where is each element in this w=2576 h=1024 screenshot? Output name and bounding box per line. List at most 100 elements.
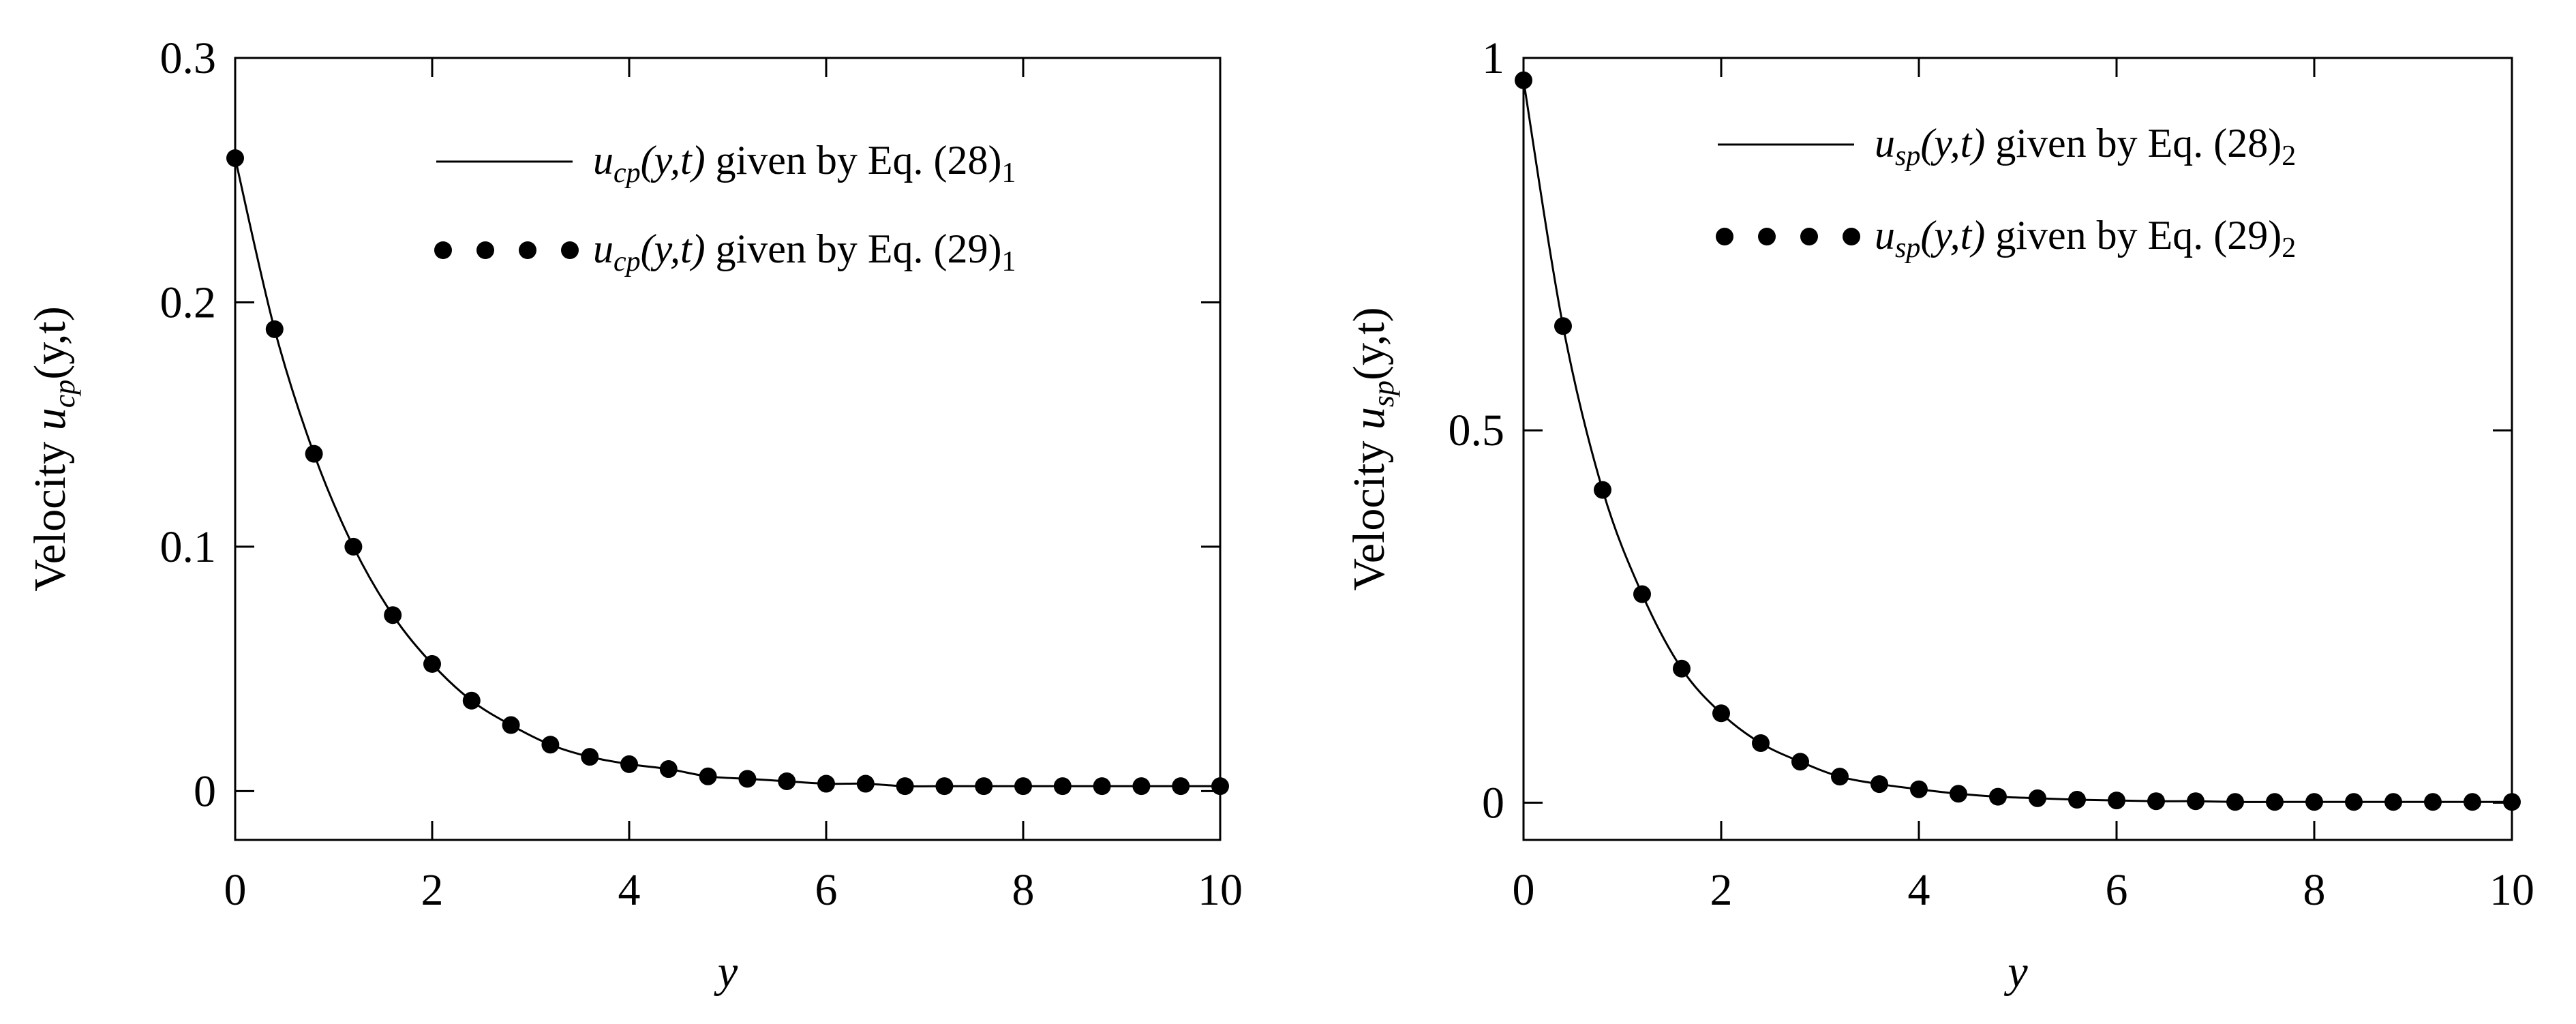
legend-sub: cp: [613, 157, 641, 189]
data-point: [226, 149, 244, 167]
y-axis-label-prefix: Velocity: [1344, 430, 1394, 590]
data-point: [1712, 704, 1730, 723]
legend-dot-marker: [561, 241, 579, 259]
x-tick-label: 2: [1710, 865, 1733, 915]
y-axis-label-args: (y,t): [25, 306, 75, 380]
data-point: [2424, 793, 2442, 811]
legend-text: given by Eq. (29): [1985, 213, 2282, 258]
legend-subnum: 2: [2282, 140, 2296, 172]
legend-subnum: 1: [1002, 246, 1016, 277]
data-point: [738, 770, 757, 788]
data-point: [2068, 791, 2086, 809]
x-tick-label: 8: [2303, 865, 2326, 915]
legend-var: u: [593, 226, 613, 271]
x-tick-label: 10: [2489, 865, 2534, 915]
x-tick-label: 0: [224, 865, 247, 915]
legend-args: (y,t): [641, 138, 706, 183]
legend-label: ucp(y,t) given by Eq. (28)1: [593, 138, 1016, 189]
x-tick-label: 4: [618, 865, 641, 915]
data-point: [2384, 793, 2402, 811]
data-point: [896, 777, 914, 796]
data-point: [1211, 777, 1229, 796]
data-point: [856, 774, 875, 793]
data-point: [2464, 793, 2481, 811]
y-tick-label: 0.5: [1449, 406, 1505, 455]
legend-dot-marker: [434, 241, 452, 259]
y-tick-label: 1: [1482, 33, 1504, 83]
legend-args: (y,t): [641, 226, 706, 271]
data-point: [423, 654, 441, 673]
legend-dot-marker: [1800, 228, 1818, 245]
data-point: [2503, 793, 2521, 811]
data-point: [2266, 793, 2284, 811]
data-point: [1989, 787, 2007, 806]
data-point: [699, 767, 717, 785]
legend-var: u: [1875, 121, 1895, 166]
y-axis-label-sub: sp: [1367, 380, 1400, 407]
y-axis-label-var: u: [25, 408, 75, 430]
data-point: [1752, 734, 1770, 752]
legend-sub: sp: [1895, 232, 1920, 264]
data-point: [541, 736, 560, 754]
legend-dot-marker: [1716, 228, 1733, 245]
data-point: [265, 320, 284, 338]
data-point: [1515, 71, 1532, 89]
data-point: [1014, 777, 1032, 796]
data-point: [2226, 793, 2244, 811]
data-point: [2305, 793, 2323, 811]
data-point: [659, 760, 678, 779]
legend-text: given by Eq. (28): [1985, 121, 2282, 166]
x-axis-label: y: [714, 947, 738, 997]
y-tick-label: 0: [194, 766, 216, 816]
data-point: [2108, 792, 2125, 810]
data-point: [1132, 777, 1151, 796]
legend-var: u: [593, 138, 613, 183]
x-axis-label: y: [2003, 947, 2028, 997]
plot-frame: [1522, 57, 2513, 841]
legend-sub: sp: [1895, 140, 1920, 172]
data-point: [2345, 793, 2363, 811]
legend-args: (y,t): [1920, 213, 1985, 258]
data-point: [384, 606, 402, 624]
legend-dot-marker: [476, 241, 494, 259]
legend-label: usp(y,t) given by Eq. (28)2: [1875, 121, 2296, 172]
legend-label: ucp(y,t) given by Eq. (29)1: [593, 226, 1016, 277]
legend-args: (y,t): [1920, 121, 1985, 166]
legend-subnum: 1: [1002, 157, 1016, 189]
x-tick-label: 6: [2106, 865, 2128, 915]
data-point: [1831, 768, 1849, 786]
x-tick-label: 0: [1513, 865, 1535, 915]
x-tick-label: 4: [1908, 865, 1930, 915]
data-point: [1673, 659, 1691, 678]
data-point: [1172, 777, 1190, 796]
data-point: [935, 777, 954, 796]
y-axis-label-var: u: [1344, 407, 1394, 430]
legend-dot-marker: [519, 241, 536, 259]
y-axis-label-args: (y,t): [1344, 307, 1394, 380]
data-point: [581, 748, 599, 766]
data-point: [1053, 777, 1072, 796]
x-tick-label: 10: [1198, 865, 1243, 915]
legend-text: given by Eq. (28): [706, 138, 1002, 183]
data-point: [2187, 792, 2204, 811]
plot-frame: [234, 57, 1222, 841]
data-point: [502, 716, 520, 734]
legend-dot-marker: [1843, 228, 1860, 245]
data-point: [1950, 785, 1967, 803]
data-point: [305, 445, 323, 463]
data-point: [817, 774, 835, 793]
y-axis-label-prefix: Velocity: [25, 430, 75, 591]
legend-label: usp(y,t) given by Eq. (29)2: [1875, 213, 2296, 264]
data-point: [2147, 792, 2165, 811]
legend-dot-marker: [1758, 228, 1776, 245]
data-point: [344, 537, 363, 556]
y-tick-label: 0.3: [160, 33, 217, 83]
data-point: [1791, 753, 1809, 771]
series-line: [1522, 80, 2512, 803]
data-point: [1093, 777, 1111, 796]
x-tick-label: 8: [1012, 865, 1035, 915]
legend-text: given by Eq. (29): [706, 226, 1002, 271]
y-axis-label: Velocity ucp(y,t): [25, 306, 81, 592]
